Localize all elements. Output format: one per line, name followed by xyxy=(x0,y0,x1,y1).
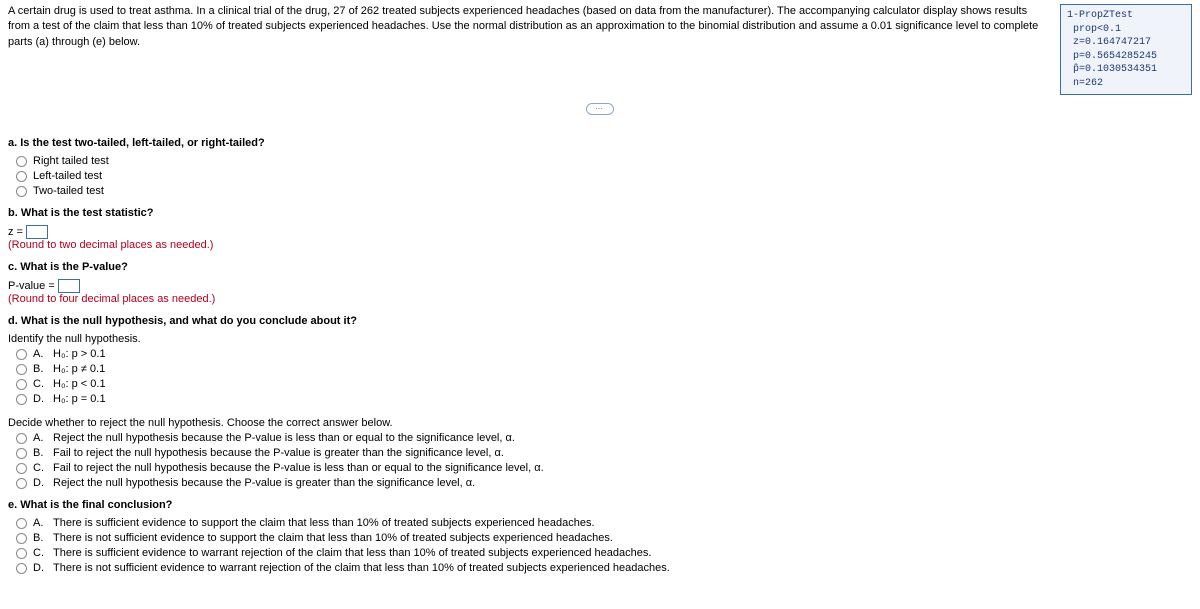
calc-z: z=0.164747217 xyxy=(1067,36,1185,50)
radio-icon[interactable] xyxy=(16,463,27,474)
option-label: Fail to reject the null hypothesis becau… xyxy=(53,462,544,474)
question-e-prompt: e. What is the final conclusion? xyxy=(8,499,1192,511)
radio-icon[interactable] xyxy=(16,171,27,182)
radio-icon[interactable] xyxy=(16,379,27,390)
z-input[interactable] xyxy=(26,225,48,239)
letter-b: B. xyxy=(33,363,47,375)
radio-icon[interactable] xyxy=(16,518,27,529)
calc-p: p=0.5654285245 xyxy=(1067,50,1185,64)
option-label: There is not sufficient evidence to supp… xyxy=(53,532,613,544)
question-b-prompt: b. What is the test statistic? xyxy=(8,207,1192,219)
question-c-prompt: c. What is the P-value? xyxy=(8,261,1192,273)
option-label: Left-tailed test xyxy=(33,170,102,182)
option-decide-a[interactable]: A. Reject the null hypothesis because th… xyxy=(16,432,1192,444)
option-label: Right tailed test xyxy=(33,155,109,167)
radio-icon[interactable] xyxy=(16,186,27,197)
option-h0-b[interactable]: B. H₀: p ≠ 0.1 xyxy=(16,363,1192,375)
z-label: z = xyxy=(8,226,23,238)
d-sub2: Decide whether to reject the null hypoth… xyxy=(8,417,1192,429)
option-a-left[interactable]: Left-tailed test xyxy=(16,170,1192,182)
option-label: H₀: p = 0.1 xyxy=(53,393,106,405)
calc-phat: p̂=0.1030534351 xyxy=(1067,63,1185,77)
option-decide-d[interactable]: D. Reject the null hypothesis because th… xyxy=(16,477,1192,489)
calculator-display: 1-PropZTest prop<0.1 z=0.164747217 p=0.5… xyxy=(1060,4,1192,95)
letter-c: C. xyxy=(33,547,47,559)
letter-a: A. xyxy=(33,348,47,360)
option-e-b[interactable]: B. There is not sufficient evidence to s… xyxy=(16,532,1192,544)
calc-title: 1-PropZTest xyxy=(1067,9,1185,23)
option-a-two[interactable]: Two-tailed test xyxy=(16,185,1192,197)
radio-icon[interactable] xyxy=(16,563,27,574)
letter-d: D. xyxy=(33,477,47,489)
option-label: Two-tailed test xyxy=(33,185,104,197)
option-label: Reject the null hypothesis because the P… xyxy=(53,432,515,444)
radio-icon[interactable] xyxy=(16,478,27,489)
option-label: There is sufficient evidence to warrant … xyxy=(53,547,651,559)
letter-c: C. xyxy=(33,462,47,474)
calc-prop: prop<0.1 xyxy=(1067,23,1185,37)
option-label: Reject the null hypothesis because the P… xyxy=(53,477,475,489)
radio-icon[interactable] xyxy=(16,433,27,444)
option-h0-a[interactable]: A. H₀: p > 0.1 xyxy=(16,348,1192,360)
option-e-c[interactable]: C. There is sufficient evidence to warra… xyxy=(16,547,1192,559)
option-decide-b[interactable]: B. Fail to reject the null hypothesis be… xyxy=(16,447,1192,459)
letter-b: B. xyxy=(33,447,47,459)
radio-icon[interactable] xyxy=(16,548,27,559)
question-d-prompt: d. What is the null hypothesis, and what… xyxy=(8,315,1192,327)
radio-icon[interactable] xyxy=(16,448,27,459)
option-label: Fail to reject the null hypothesis becau… xyxy=(53,447,504,459)
letter-d: D. xyxy=(33,393,47,405)
divider-pill[interactable]: ⋯ xyxy=(586,103,614,115)
option-a-right[interactable]: Right tailed test xyxy=(16,155,1192,167)
letter-a: A. xyxy=(33,517,47,529)
option-label: There is not sufficient evidence to warr… xyxy=(53,562,670,574)
problem-statement: A certain drug is used to treat asthma. … xyxy=(8,4,1050,50)
radio-icon[interactable] xyxy=(16,349,27,360)
pvalue-label: P-value = xyxy=(8,280,55,292)
option-label: H₀: p ≠ 0.1 xyxy=(53,363,105,375)
pvalue-hint: (Round to four decimal places as needed.… xyxy=(8,293,1192,305)
radio-icon[interactable] xyxy=(16,394,27,405)
radio-icon[interactable] xyxy=(16,533,27,544)
option-label: There is sufficient evidence to support … xyxy=(53,517,595,529)
option-decide-c[interactable]: C. Fail to reject the null hypothesis be… xyxy=(16,462,1192,474)
option-e-d[interactable]: D. There is not sufficient evidence to w… xyxy=(16,562,1192,574)
option-e-a[interactable]: A. There is sufficient evidence to suppo… xyxy=(16,517,1192,529)
option-h0-c[interactable]: C. H₀: p < 0.1 xyxy=(16,378,1192,390)
letter-a: A. xyxy=(33,432,47,444)
option-h0-d[interactable]: D. H₀: p = 0.1 xyxy=(16,393,1192,405)
d-sub1: Identify the null hypothesis. xyxy=(8,333,1192,345)
z-hint: (Round to two decimal places as needed.) xyxy=(8,239,1192,251)
option-label: H₀: p < 0.1 xyxy=(53,378,106,390)
letter-d: D. xyxy=(33,562,47,574)
pvalue-input[interactable] xyxy=(58,279,80,293)
option-label: H₀: p > 0.1 xyxy=(53,348,106,360)
radio-icon[interactable] xyxy=(16,156,27,167)
letter-b: B. xyxy=(33,532,47,544)
letter-c: C. xyxy=(33,378,47,390)
radio-icon[interactable] xyxy=(16,364,27,375)
calc-n: n=262 xyxy=(1067,77,1185,91)
question-a-prompt: a. Is the test two-tailed, left-tailed, … xyxy=(8,137,1192,149)
